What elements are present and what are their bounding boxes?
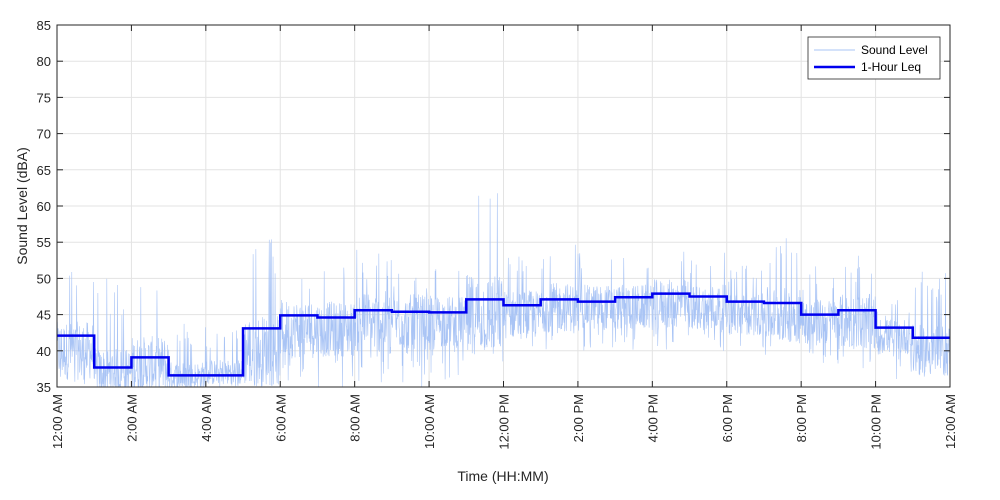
y-tick-label: 80 (37, 54, 51, 69)
legend-box (807, 36, 941, 80)
x-tick-label: 12:00 AM (50, 394, 65, 449)
y-tick-label: 70 (37, 127, 51, 142)
legend-sound-level-label: Sound Level (861, 43, 928, 57)
y-axis-title: Sound Level (dBA) (14, 147, 30, 265)
x-axis-title: Time (HH:MM) (457, 468, 548, 484)
y-tick-label: 40 (37, 344, 51, 359)
sound-level-series (56, 193, 951, 388)
y-tick-label: 50 (37, 271, 51, 286)
legend: Sound Level 1-Hour Leq (807, 36, 941, 80)
y-axis-ticks: 35 40 45 50 55 60 65 70 75 80 85 (37, 18, 950, 395)
x-tick-label: 6:00 PM (720, 394, 735, 442)
leq-step-line (57, 292, 950, 377)
y-tick-label: 35 (37, 380, 51, 395)
y-tick-label: 45 (37, 308, 51, 323)
y-tick-label: 85 (37, 18, 51, 33)
x-tick-label: 4:00 AM (199, 394, 214, 442)
x-tick-label: 2:00 PM (571, 394, 586, 442)
x-tick-label: 8:00 PM (794, 394, 809, 442)
leq-series (57, 292, 950, 377)
x-tick-label: 2:00 AM (124, 394, 139, 442)
x-tick-label: 10:00 AM (422, 394, 437, 449)
x-tick-label: 12:00 PM (497, 394, 512, 450)
y-tick-label: 60 (37, 199, 51, 214)
x-tick-label: 6:00 AM (273, 394, 288, 442)
x-axis-ticks: 12:00 AM 2:00 AM 4:00 AM 6:00 AM 8:00 AM 10:0… (50, 25, 958, 450)
y-tick-label: 55 (37, 235, 51, 250)
sound-level-line (56, 193, 951, 388)
y-tick-label: 65 (37, 163, 51, 178)
y-tick-label: 75 (37, 90, 51, 105)
x-tick-label: 10:00 PM (869, 394, 884, 450)
x-tick-label: 4:00 PM (645, 394, 660, 442)
x-tick-label: 8:00 AM (348, 394, 363, 442)
x-tick-label: 12:00 AM (943, 394, 958, 449)
legend-leq-label: 1-Hour Leq (861, 60, 921, 74)
